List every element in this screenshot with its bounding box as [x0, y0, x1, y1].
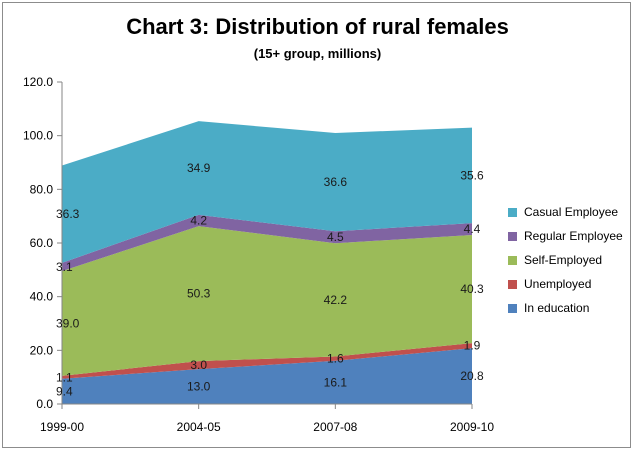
data-label: 1.1	[56, 370, 73, 384]
area-regular-employee	[62, 214, 472, 272]
legend-item-casual-employee: Casual Employee	[508, 200, 623, 224]
data-label: 39.0	[56, 317, 80, 331]
legend-item-unemployed: Unemployed	[508, 272, 623, 296]
data-label: 1.9	[464, 339, 481, 353]
area-in-education	[62, 348, 472, 404]
legend-swatch	[508, 255, 517, 265]
legend-label: In education	[524, 301, 590, 315]
y-tick-label: 80.0	[30, 182, 54, 196]
data-label: 4.4	[464, 222, 481, 236]
legend-item-regular-employee: Regular Employee	[508, 224, 623, 248]
x-tick-label: 1999-00	[40, 420, 84, 434]
data-label: 1.6	[327, 352, 344, 366]
y-tick-label: 0.0	[36, 397, 53, 411]
chart-legend: Casual Employee Regular Employee Self-Empl…	[508, 200, 623, 320]
data-label: 3.0	[190, 358, 207, 372]
area-casual-employee	[62, 121, 472, 263]
y-tick-label: 20.0	[30, 343, 54, 357]
legend-swatch	[508, 207, 517, 217]
chart-title: Chart 3: Distribution of rural females	[126, 14, 509, 39]
data-label: 3.1	[56, 260, 73, 274]
data-label: 50.3	[187, 287, 211, 301]
legend-label: Self-Employed	[524, 253, 603, 267]
data-label: 4.2	[190, 213, 207, 227]
area-self-employed	[62, 226, 472, 376]
data-label: 13.0	[187, 380, 211, 394]
legend-item-self-employed: Self-Employed	[508, 248, 623, 272]
data-label: 34.9	[187, 161, 211, 175]
legend-label: Unemployed	[524, 277, 592, 291]
legend-label: Casual Employee	[524, 205, 619, 219]
data-label: 16.1	[324, 375, 348, 389]
data-label: 35.6	[460, 168, 484, 182]
data-label: 36.6	[324, 175, 348, 189]
data-label: 42.2	[324, 293, 348, 307]
legend-swatch	[508, 231, 517, 241]
data-label: 4.5	[327, 230, 344, 244]
area-unemployed	[62, 343, 472, 379]
chart-subtitle: (15+ group, millions)	[253, 46, 382, 61]
legend-swatch	[508, 279, 517, 289]
x-tick-label: 2009-10	[450, 420, 494, 434]
legend-label: Regular Employee	[524, 229, 623, 243]
x-tick-label: 2007-08	[313, 420, 357, 434]
legend-item-in-education: In education	[508, 296, 623, 320]
data-label: 36.3	[56, 207, 80, 221]
y-tick-label: 100.0	[23, 129, 53, 143]
data-label: 9.4	[56, 384, 73, 398]
y-tick-label: 40.0	[30, 290, 54, 304]
y-tick-label: 120.0	[23, 75, 53, 89]
x-tick-label: 2004-05	[177, 420, 221, 434]
y-tick-label: 60.0	[30, 236, 54, 250]
data-label: 40.3	[460, 282, 484, 296]
data-label: 20.8	[460, 369, 484, 383]
legend-swatch	[508, 303, 517, 313]
